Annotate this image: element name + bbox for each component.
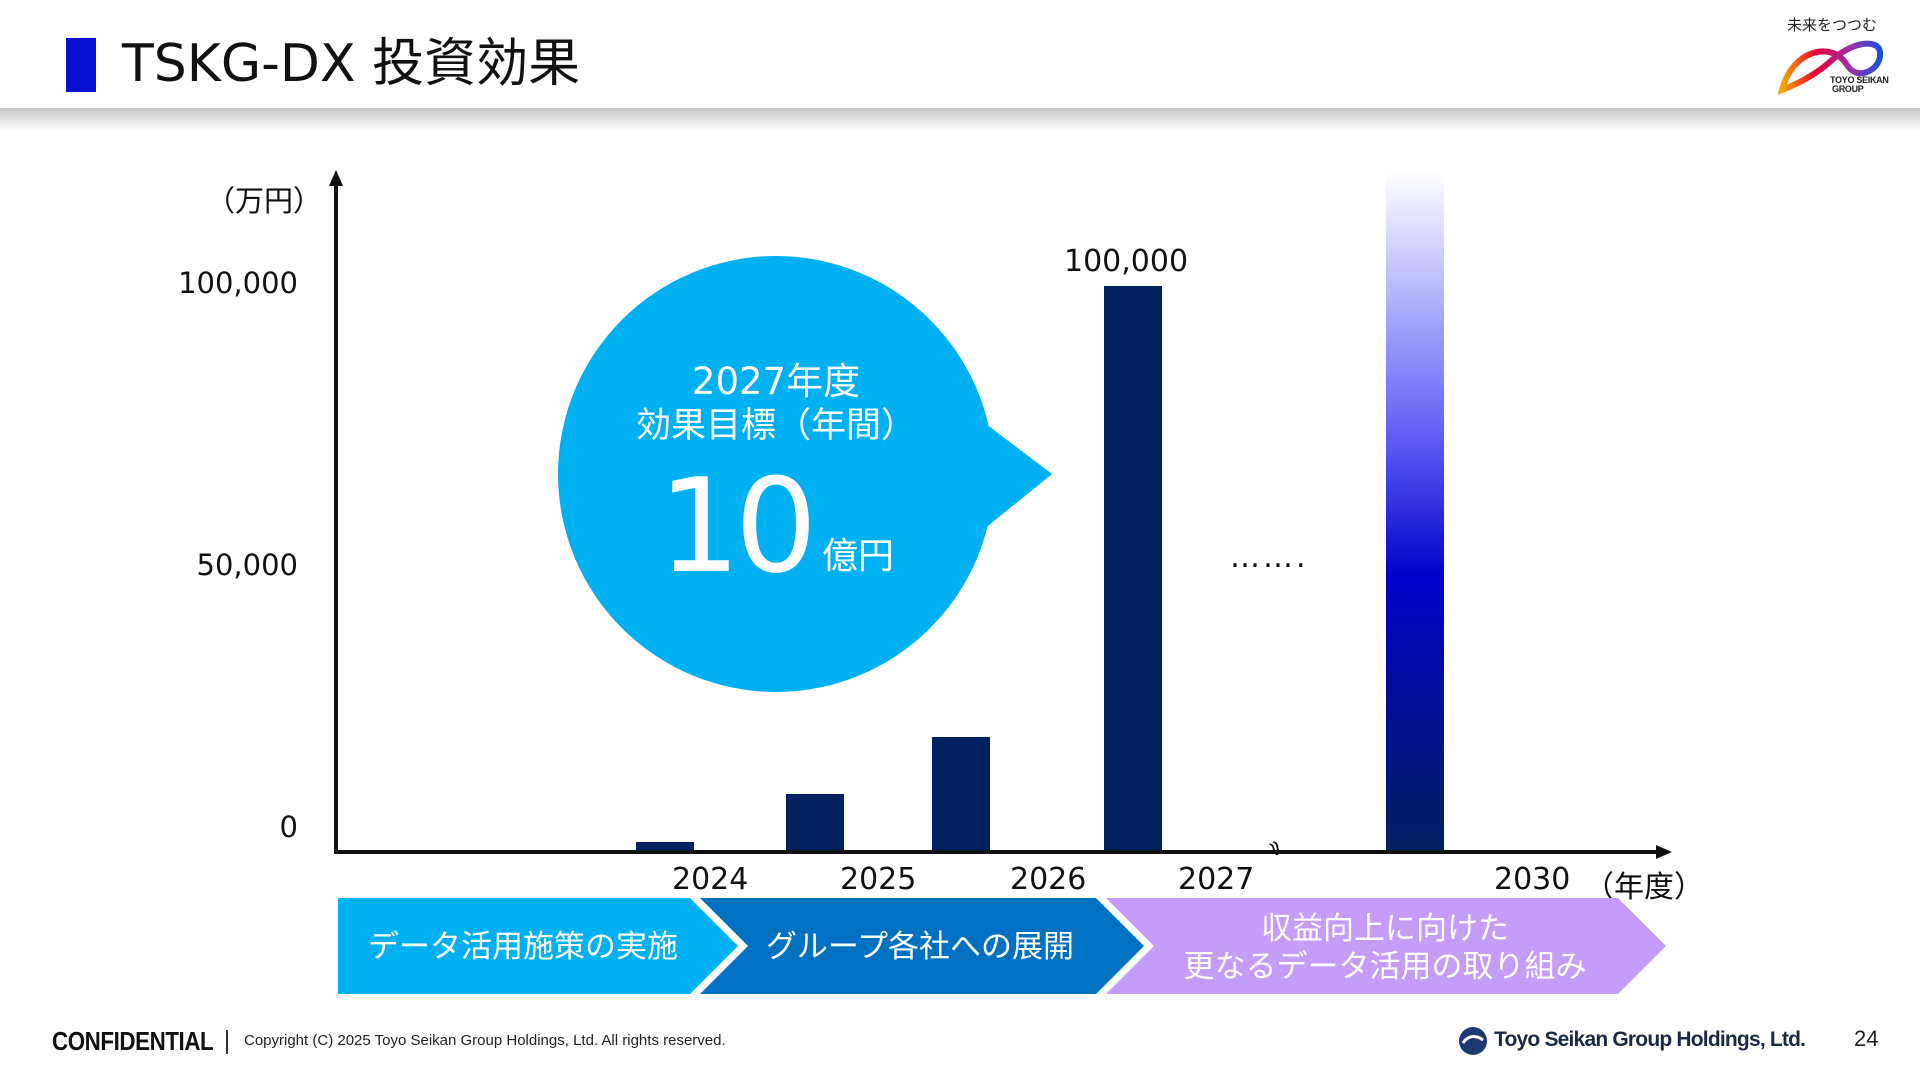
bar-2026	[932, 737, 990, 850]
y-axis-unit: （万円）	[206, 184, 323, 218]
footer-divider	[226, 1030, 228, 1054]
phase-3-label-line2: 更なるデータ活用の取り組み	[1183, 949, 1587, 985]
page-number: 24	[1854, 1026, 1879, 1051]
bubble-year-line: 2027年度	[691, 360, 861, 403]
y-tick-label: 50,000	[196, 548, 298, 582]
bar-2024	[636, 841, 694, 850]
bar-value-label-2027: 100,000	[1064, 244, 1189, 279]
company-name: Toyo Seikan Group Holdings, Ltd.	[1494, 1028, 1806, 1051]
x-tick-label: 2027	[1178, 862, 1255, 897]
axis-break-mark: ≈	[1259, 834, 1291, 863]
phase-3-label-line1: 収益向上に向けた	[1261, 911, 1509, 947]
slide-title: TSKG-DX 投資効果	[122, 34, 581, 94]
x-tick-label: 2025	[840, 862, 917, 897]
x-tick-label: 2026	[1010, 862, 1087, 897]
y-tick-label: 0	[279, 810, 298, 844]
x-tick-label: 2024	[672, 862, 749, 897]
bubble-big-number: 10	[658, 450, 817, 602]
logo-wordmark: TOYO SEIKAN GROUP	[1830, 75, 1889, 94]
slide-header	[0, 0, 1920, 110]
company-mark-icon	[1459, 1027, 1487, 1055]
x-tick-label: 2030	[1494, 862, 1571, 897]
continuation-ellipsis: …….	[1230, 540, 1309, 575]
phase-2-label: グループ各社への展開	[765, 929, 1075, 965]
confidential-label: CONFIDENTIAL	[52, 1026, 214, 1056]
header-shadow	[0, 108, 1920, 132]
logo-tagline: 未来をつつむ	[1786, 16, 1877, 34]
bar-2025	[786, 793, 844, 850]
x-axis-unit: （年度）	[1584, 870, 1704, 905]
bar-2030-future	[1386, 172, 1444, 850]
copyright-text: Copyright (C) 2025 Toyo Seikan Group Hol…	[244, 1032, 726, 1049]
group-logo: 未来をつつむ TOYO SEIKAN GROUP	[1772, 10, 1892, 100]
bubble-target-line: 効果目標（年間）	[635, 406, 916, 446]
infinity-ribbon-icon	[1777, 40, 1884, 95]
title-marker	[66, 38, 96, 92]
y-tick-label: 100,000	[178, 266, 298, 300]
bar-2027	[1104, 286, 1162, 850]
phase-1-label: データ活用施策の実施	[368, 929, 678, 965]
bubble-unit: 億円	[822, 536, 895, 577]
